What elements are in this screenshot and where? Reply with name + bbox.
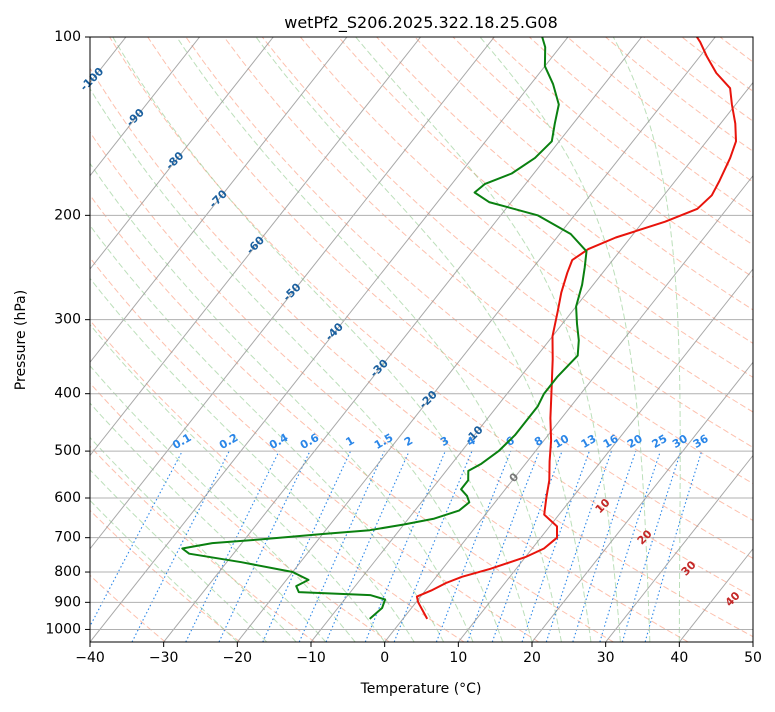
y-axis-label: Pressure (hPa) <box>13 290 29 390</box>
x-tick-label: 20 <box>523 650 541 666</box>
x-tick-label: −10 <box>296 650 326 666</box>
x-tick-label: 40 <box>670 650 688 666</box>
x-tick-label: −40 <box>75 650 105 666</box>
y-tick-label: 300 <box>54 312 81 328</box>
y-tick-label: 100 <box>54 29 81 45</box>
x-tick-label: −20 <box>223 650 253 666</box>
x-tick-label: 0 <box>380 650 389 666</box>
chart-title: wetPf2_S206.2025.322.18.25.G08 <box>284 13 558 33</box>
y-tick-label: 800 <box>54 564 81 580</box>
x-tick-label: 10 <box>449 650 467 666</box>
y-tick-label: 700 <box>54 530 81 546</box>
y-tick-label: 200 <box>54 207 81 223</box>
y-tick-label: 500 <box>54 443 81 459</box>
y-tick-label: 600 <box>54 490 81 506</box>
y-tick-label: 1000 <box>45 621 81 637</box>
y-tick-label: 900 <box>54 594 81 610</box>
x-tick-label: 30 <box>597 650 615 666</box>
x-axis-label: Temperature (°C) <box>360 681 482 697</box>
x-tick-label: 50 <box>744 650 762 666</box>
x-tick-label: −30 <box>149 650 179 666</box>
y-tick-label: 400 <box>54 386 81 402</box>
